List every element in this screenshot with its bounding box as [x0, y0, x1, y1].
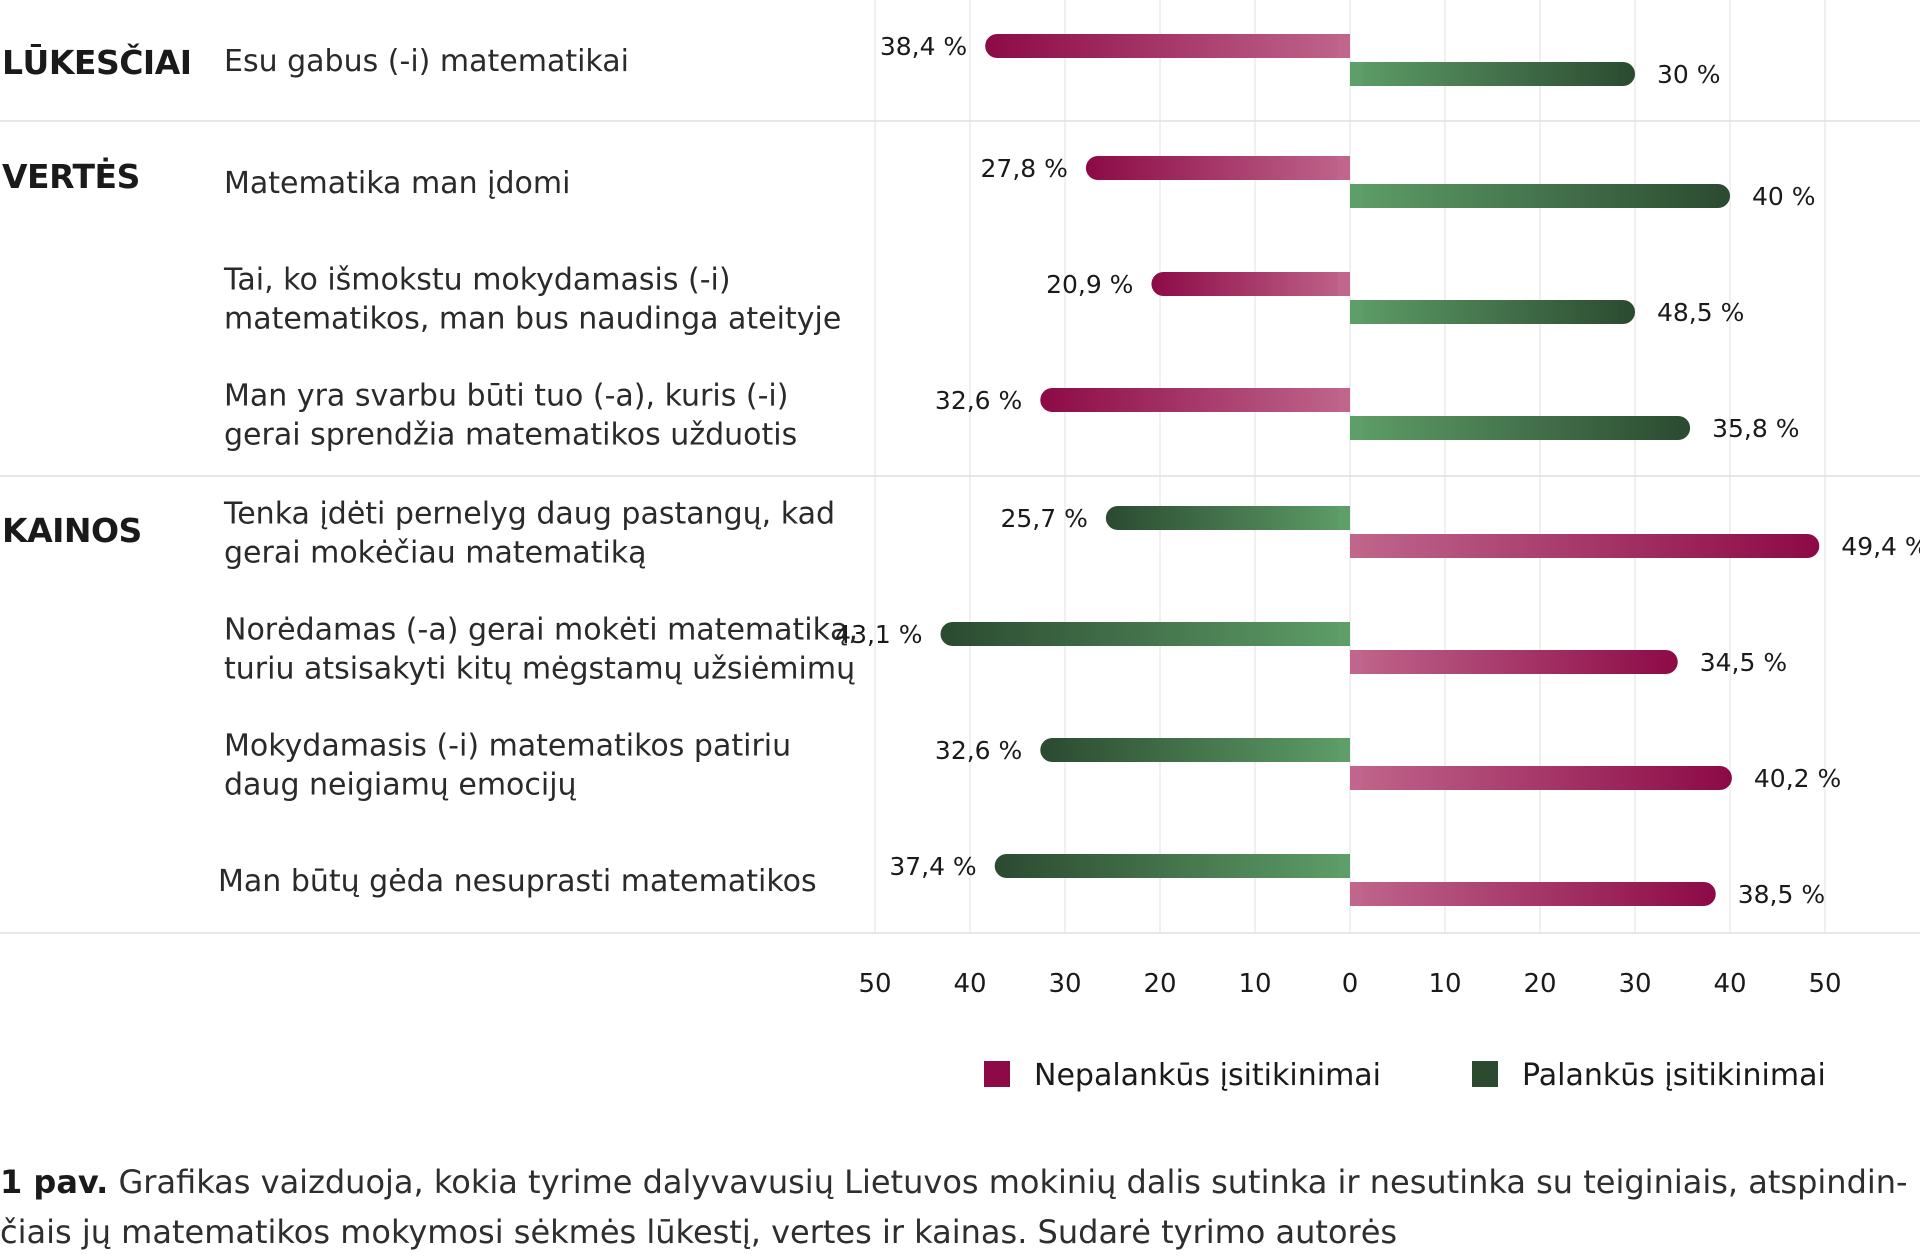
statement-text: Esu gabus (-i) matematikai: [224, 44, 629, 79]
statement-text: Man yra svarbu būti tuo (-a), kuris (-i): [224, 379, 788, 414]
statement-text: gerai sprendžia matematikos užduotis: [224, 418, 797, 453]
bar-right: [1350, 766, 1732, 790]
bar-left: [1040, 738, 1350, 762]
bar-right: [1350, 650, 1678, 674]
bar-left: [1085, 156, 1350, 180]
value-label-left: 27,8 %: [981, 154, 1068, 183]
bar-right: [1350, 416, 1691, 440]
x-tick-label: 20: [1523, 969, 1556, 999]
value-label-left: 20,9 %: [1046, 270, 1133, 299]
value-label-left: 25,7 %: [1000, 504, 1087, 533]
group-label: LŪKESČIAI: [2, 42, 192, 82]
bar-right-edge: [1350, 766, 1362, 790]
value-label-left: 32,6 %: [935, 386, 1022, 415]
group-label: VERTĖS: [2, 156, 140, 196]
statement-text: Tenka įdėti pernelyg daug pastangų, kad: [223, 497, 835, 532]
value-label-right: 34,5 %: [1700, 648, 1787, 677]
bar-right-edge: [1350, 416, 1362, 440]
figure-caption: 1 pav. Grafikas vaizduoja, kokia tyrime …: [0, 1157, 1920, 1257]
legend: Nepalankūs įsitikinimai Palankūs įsitikin…: [984, 1058, 1826, 1093]
grid-lines: [874, 0, 1826, 933]
value-label-left: 37,4 %: [889, 852, 976, 881]
caption-text: Grafikas vaizduoja, kokia tyrime dalyvav…: [0, 1163, 1908, 1251]
bar-right-edge: [1350, 184, 1362, 208]
x-tick-label: 40: [953, 969, 986, 999]
x-axis: 50 40 30 20 10 0 10 20 30 40 50: [858, 969, 1841, 999]
value-label-left: 38,4 %: [880, 32, 967, 61]
value-label-right: 40,2 %: [1754, 764, 1841, 793]
bar-left: [1151, 272, 1350, 296]
value-label-left: 32,6 %: [935, 736, 1022, 765]
bar-left-edge: [1338, 506, 1350, 530]
x-tick-label: 40: [1713, 969, 1746, 999]
value-label-right: 48,5 %: [1657, 298, 1744, 327]
group-separators: [0, 120, 1920, 934]
bar-left-edge: [1338, 388, 1350, 412]
bar-right-edge: [1350, 300, 1362, 324]
bar-left-edge: [1338, 854, 1350, 878]
bar-right-edge: [1350, 882, 1362, 906]
bar-left: [1040, 388, 1350, 412]
bar-left-edge: [1338, 34, 1350, 58]
x-tick-label: 10: [1428, 969, 1461, 999]
bar-right: [1350, 62, 1635, 86]
x-tick-label: 30: [1048, 969, 1081, 999]
group-label: KAINOS: [2, 511, 142, 550]
statement-text: Norėdamas (-a) gerai mokėti matematiką,: [224, 613, 858, 648]
value-label-right: 40 %: [1752, 182, 1816, 211]
statement-text: Matematika man įdomi: [224, 166, 570, 201]
bar-right-edge: [1350, 534, 1362, 558]
value-label-right: 35,8 %: [1712, 414, 1799, 443]
statement-text: Man būtų gėda nesuprasti matematikos: [218, 864, 817, 899]
bar-right: [1350, 882, 1716, 906]
bar-right-edge: [1350, 650, 1362, 674]
value-label-left: 43,1 %: [835, 620, 922, 649]
bar-left-edge: [1338, 156, 1350, 180]
bar-left-edge: [1338, 272, 1350, 296]
statement-text: gerai mokėčiau matematiką: [224, 536, 647, 571]
caption-lead: 1 pav.: [0, 1163, 109, 1201]
bar-left-edge: [1338, 622, 1350, 646]
statement-text: turiu atsisakyti kitų mėgstamų užsiėmimų: [224, 652, 855, 687]
legend-swatch: [1472, 1061, 1498, 1087]
value-label-right: 49,4 %: [1841, 532, 1920, 561]
bar-left-edge: [1338, 738, 1350, 762]
bar-left: [940, 622, 1350, 646]
x-tick-label: 10: [1238, 969, 1271, 999]
statement-text: Tai, ko išmokstu mokydamasis (-i): [223, 263, 731, 298]
value-label-right: 30 %: [1657, 60, 1721, 89]
x-tick-label: 30: [1618, 969, 1651, 999]
x-tick-label: 50: [858, 969, 891, 999]
bar-left: [1105, 506, 1350, 530]
statement-text: daug neigiamų emocijų: [224, 768, 577, 803]
bar-left: [985, 34, 1350, 58]
bar-right: [1350, 300, 1635, 324]
bar-right-edge: [1350, 62, 1362, 86]
value-label-right: 38,5 %: [1738, 880, 1825, 909]
legend-label: Palankūs įsitikinimai: [1522, 1058, 1826, 1093]
legend-label: Nepalankūs įsitikinimai: [1034, 1058, 1381, 1093]
x-tick-label: 0: [1342, 969, 1359, 999]
bar-right: [1350, 534, 1820, 558]
x-tick-label: 50: [1808, 969, 1841, 999]
bar-right: [1350, 184, 1730, 208]
diverging-bar-chart: LŪKESČIAI Esu gabus (-i) matematikai VERTĖ…: [0, 0, 1920, 1093]
statement-text: Mokydamasis (-i) matematikos patiriu: [224, 729, 791, 764]
row-labels: LŪKESČIAI Esu gabus (-i) matematikai VERTĖ…: [2, 42, 858, 899]
legend-swatch: [984, 1061, 1010, 1087]
x-tick-label: 20: [1143, 969, 1176, 999]
bars: 38,4 % 30 % 27,8 % 40 % 20,9 % 48,5 % 32,6 % 35…: [835, 32, 1920, 909]
statement-text: matematikos, man bus naudinga ateityje: [224, 302, 841, 337]
bar-left: [994, 854, 1350, 878]
